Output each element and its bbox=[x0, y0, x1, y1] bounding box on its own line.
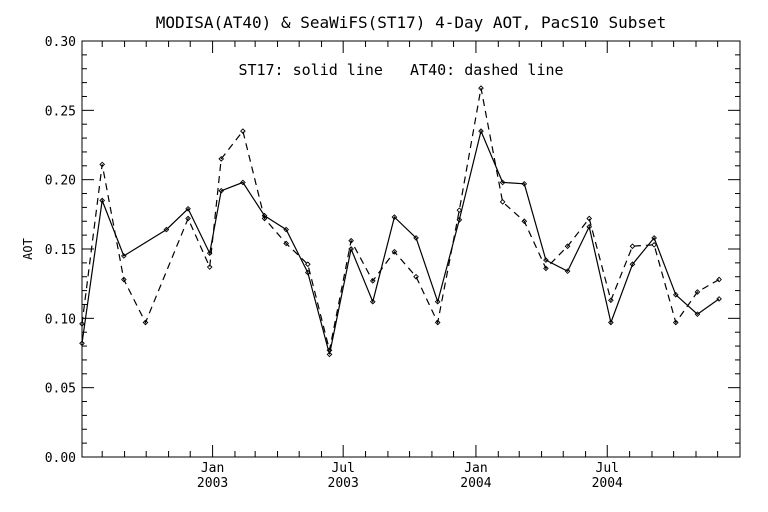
x-tick-month-label: Jul bbox=[596, 461, 619, 476]
data-point-at40 bbox=[391, 248, 398, 255]
x-tick-year-label: 2003 bbox=[197, 476, 228, 491]
data-point-at40 bbox=[521, 218, 528, 225]
x-tick-year-label: 2003 bbox=[328, 476, 359, 491]
data-point-at40 bbox=[716, 276, 722, 283]
y-tick-label: 0.15 bbox=[45, 243, 76, 258]
data-point-at40 bbox=[629, 243, 636, 250]
data-point-at40 bbox=[142, 319, 149, 326]
data-point-st17 bbox=[391, 214, 398, 220]
data-point-at40 bbox=[121, 276, 127, 283]
data-point-at40 bbox=[185, 215, 191, 222]
data-point-st17 bbox=[543, 257, 549, 263]
y-axis-label: AOT bbox=[21, 238, 35, 260]
data-point-st17 bbox=[672, 291, 679, 298]
y-tick-label: 0.05 bbox=[45, 382, 76, 397]
plot-frame bbox=[81, 40, 741, 458]
data-point-at40 bbox=[434, 319, 441, 326]
data-point-st17 bbox=[283, 226, 290, 233]
x-tick-month-label: Jan bbox=[201, 461, 224, 476]
y-tick-label: 0.25 bbox=[45, 104, 76, 119]
data-point-st17 bbox=[121, 253, 127, 259]
data-point-st17 bbox=[79, 340, 85, 347]
series-line-at40 bbox=[82, 87, 720, 351]
data-point-st17 bbox=[478, 128, 484, 134]
data-point-st17 bbox=[163, 226, 170, 233]
x-tick-month-label: Jan bbox=[464, 461, 487, 476]
data-point-at40 bbox=[240, 128, 246, 134]
data-point-at40 bbox=[348, 237, 354, 244]
data-point-at40 bbox=[304, 261, 311, 268]
data-point-at40 bbox=[218, 156, 225, 162]
data-point-at40 bbox=[672, 319, 679, 326]
data-point-st17 bbox=[369, 298, 376, 305]
y-tick-label: 0.00 bbox=[45, 451, 76, 466]
data-point-at40 bbox=[608, 297, 614, 304]
data-point-st17 bbox=[716, 296, 722, 302]
x-tick-year-label: 2004 bbox=[460, 476, 491, 491]
chart-annotation: ST17: solid line AT40: dashed line bbox=[238, 61, 563, 79]
data-point-at40 bbox=[694, 289, 701, 295]
data-point-st17 bbox=[218, 187, 225, 194]
data-point-at40 bbox=[543, 265, 549, 272]
y-tick-label: 0.30 bbox=[45, 35, 76, 50]
data-point-at40 bbox=[564, 243, 571, 250]
data-point-at40 bbox=[499, 199, 506, 205]
data-point-at40 bbox=[261, 215, 268, 222]
series-layer bbox=[79, 85, 722, 358]
data-point-st17 bbox=[608, 319, 614, 326]
data-point-st17 bbox=[629, 261, 636, 268]
data-point-st17 bbox=[499, 179, 506, 186]
data-point-at40 bbox=[456, 207, 463, 214]
data-point-st17 bbox=[206, 250, 213, 256]
series-line-st17 bbox=[82, 129, 720, 355]
y-tick-label: 0.20 bbox=[45, 174, 76, 189]
data-point-at40 bbox=[206, 264, 213, 270]
data-point-st17 bbox=[185, 205, 191, 212]
data-point-st17 bbox=[694, 311, 701, 318]
chart-title: MODISA(AT40) & SeaWiFS(ST17) 4-Day AOT, … bbox=[156, 13, 667, 32]
data-point-at40 bbox=[283, 240, 290, 247]
data-point-st17 bbox=[651, 235, 657, 241]
data-point-st17 bbox=[434, 298, 441, 305]
data-point-at40 bbox=[326, 347, 333, 354]
data-point-st17 bbox=[586, 223, 593, 230]
data-point-st17 bbox=[326, 351, 333, 358]
data-point-st17 bbox=[240, 179, 246, 186]
data-point-st17 bbox=[456, 217, 463, 223]
x-tick-month-label: Jul bbox=[331, 461, 354, 476]
data-point-at40 bbox=[478, 85, 484, 91]
data-point-at40 bbox=[413, 273, 419, 280]
data-point-st17 bbox=[348, 246, 354, 252]
y-tick-label: 0.10 bbox=[45, 312, 76, 327]
data-point-at40 bbox=[651, 242, 657, 248]
data-point-st17 bbox=[413, 235, 419, 241]
data-point-at40 bbox=[369, 278, 376, 284]
data-point-st17 bbox=[564, 268, 571, 275]
x-tick-year-label: 2004 bbox=[592, 476, 623, 491]
data-point-st17 bbox=[521, 180, 528, 187]
data-point-at40 bbox=[79, 321, 85, 327]
data-point-st17 bbox=[99, 197, 106, 204]
data-point-at40 bbox=[99, 161, 106, 168]
data-point-at40 bbox=[586, 215, 593, 222]
axis-layer: 0.000.050.100.150.200.250.30Jan2003Jul20… bbox=[45, 35, 740, 491]
